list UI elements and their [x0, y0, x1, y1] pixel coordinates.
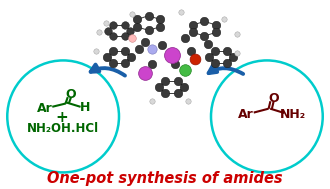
Point: [224, 61, 229, 64]
Text: One-pot synthesis of amides: One-pot synthesis of amides: [47, 171, 283, 187]
Text: +: +: [55, 110, 68, 125]
Point: [192, 57, 197, 60]
Point: [175, 79, 181, 82]
Text: NH₂OH.HCl: NH₂OH.HCl: [27, 122, 99, 135]
Point: [103, 22, 109, 25]
Point: [181, 85, 186, 88]
Point: [149, 63, 154, 66]
Point: [111, 49, 116, 52]
Point: [169, 53, 174, 56]
Point: [190, 23, 196, 26]
Point: [163, 79, 168, 82]
Point: [122, 23, 127, 26]
Point: [235, 51, 240, 54]
Point: [146, 29, 151, 32]
Text: NH₂: NH₂: [280, 108, 306, 121]
Point: [163, 91, 168, 94]
Point: [189, 50, 194, 53]
Point: [202, 20, 207, 23]
Point: [136, 48, 141, 51]
Point: [221, 18, 227, 21]
Point: [122, 35, 127, 38]
Point: [212, 49, 217, 52]
Point: [122, 49, 128, 52]
Point: [157, 85, 162, 88]
Text: O: O: [65, 88, 76, 101]
Point: [111, 35, 116, 38]
Point: [179, 10, 184, 13]
Point: [213, 23, 218, 26]
Point: [93, 50, 99, 53]
Point: [157, 18, 162, 21]
Point: [111, 23, 116, 26]
Text: O: O: [268, 92, 279, 105]
Point: [105, 55, 110, 58]
Point: [129, 36, 135, 40]
Point: [235, 33, 240, 36]
Point: [149, 48, 154, 51]
Point: [146, 14, 151, 17]
Text: Ar: Ar: [37, 101, 53, 115]
Text: Ar: Ar: [238, 108, 253, 121]
Point: [97, 31, 102, 34]
Point: [135, 25, 140, 28]
Point: [185, 100, 191, 103]
Point: [182, 68, 187, 71]
Text: H: H: [80, 101, 91, 114]
Point: [175, 91, 181, 94]
Point: [212, 61, 217, 64]
Point: [159, 44, 164, 47]
Point: [230, 55, 235, 58]
Point: [224, 49, 229, 52]
Point: [111, 61, 116, 64]
FancyArrowPatch shape: [209, 66, 243, 74]
Point: [143, 72, 148, 75]
Point: [205, 42, 210, 45]
Point: [135, 18, 140, 21]
Point: [105, 29, 110, 32]
Point: [128, 29, 133, 32]
FancyArrowPatch shape: [91, 65, 125, 76]
Point: [128, 55, 133, 58]
Point: [213, 31, 218, 34]
Point: [206, 55, 212, 58]
Point: [202, 35, 207, 38]
Point: [149, 100, 154, 103]
Point: [129, 12, 135, 15]
Point: [182, 36, 187, 40]
Point: [122, 61, 128, 64]
Point: [172, 63, 178, 66]
Point: [190, 31, 196, 34]
Point: [157, 25, 162, 28]
Point: [143, 40, 148, 43]
